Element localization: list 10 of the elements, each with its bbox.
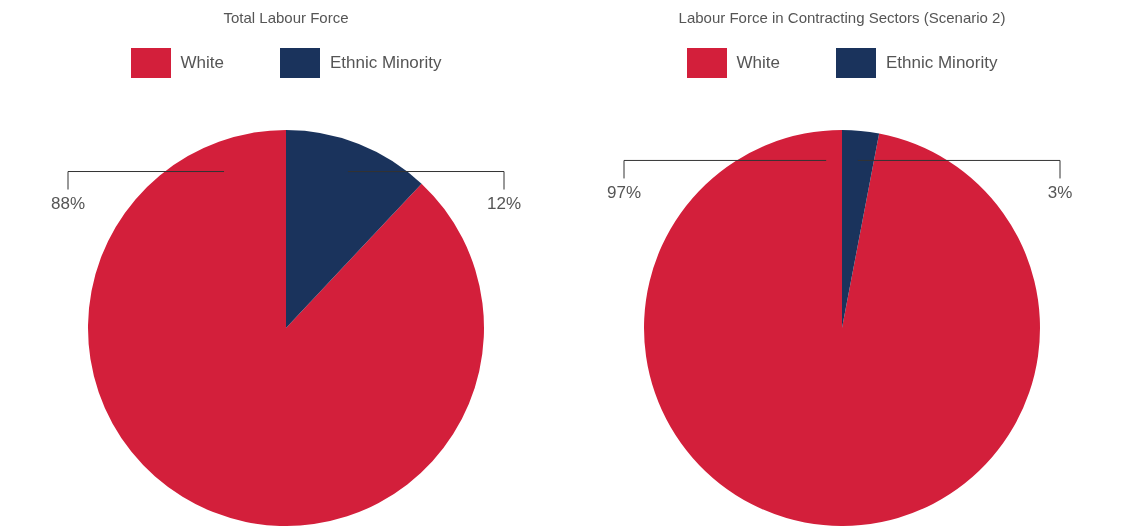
legend-label: Ethnic Minority — [329, 53, 442, 73]
legend-label: White — [180, 53, 224, 73]
legend-label: Ethnic Minority — [885, 53, 998, 73]
data-label: 3% — [1047, 182, 1073, 202]
legend-label: White — [736, 53, 780, 73]
data-label: 97% — [606, 182, 642, 202]
data-label: 12% — [486, 193, 522, 213]
data-label: 88% — [50, 193, 86, 213]
chart-title: Labour Force in Contracting Sectors (Scenario 2) — [677, 8, 1007, 28]
chart-title: Total Labour Force — [222, 8, 350, 28]
